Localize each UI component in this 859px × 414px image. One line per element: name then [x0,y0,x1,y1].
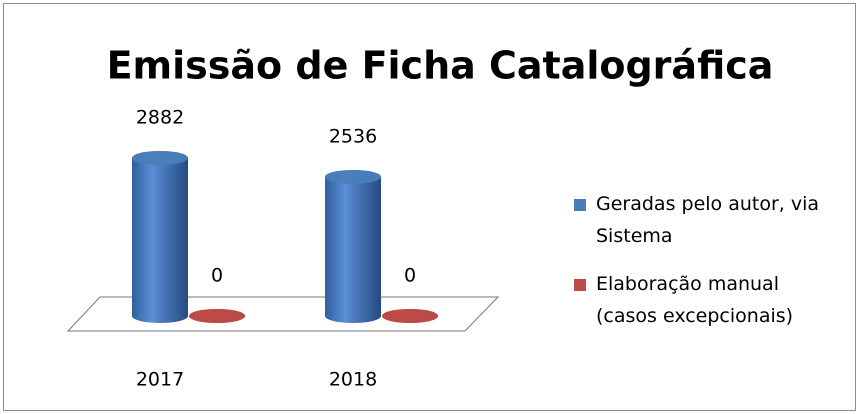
cylinder-bar [325,169,381,323]
data-label: 2536 [329,125,377,147]
legend-item: Elaboração manual (casos excepcionais) [574,268,844,332]
legend-swatch [574,279,586,291]
cylinder-top [382,309,438,323]
data-label: 0 [404,265,416,287]
legend-swatch [574,199,586,211]
legend-item: Geradas pelo autor, via Sistema [574,188,844,252]
legend-label: Elaboração manual (casos excepcionais) [596,273,794,327]
cylinder-top [189,309,245,323]
x-tick-label: 2017 [136,369,184,391]
cylinder-bar [132,151,188,323]
chart-title: Emissão de Ficha Catalográfica [107,44,774,88]
data-label: 2882 [136,107,184,129]
data-label: 0 [211,265,223,287]
legend: Geradas pelo autor, via Sistema Elaboraçã… [574,188,844,348]
cylinder-top [325,169,381,184]
cylinder-top [132,151,188,165]
legend-label: Geradas pelo autor, via Sistema [596,193,820,247]
x-tick-label: 2018 [329,369,377,391]
